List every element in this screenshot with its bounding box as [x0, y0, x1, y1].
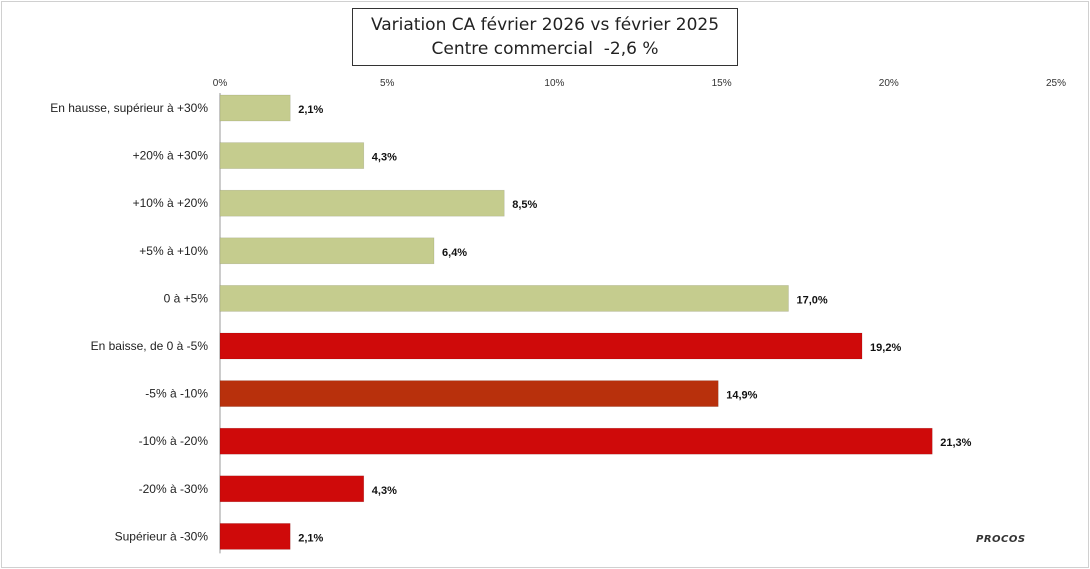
category-label: +5% à +10% [139, 244, 208, 258]
category-label: +10% à +20% [133, 196, 209, 210]
watermark-logo: PROCOS [976, 534, 1026, 545]
category-label: Supérieur à -30% [115, 529, 209, 543]
bar [219, 475, 365, 503]
bar [219, 332, 863, 360]
bar [219, 94, 291, 122]
bar-value-label: 14,9% [726, 390, 757, 402]
category-label: En hausse, supérieur à +30% [50, 101, 208, 115]
bar-value-label: 2,1% [298, 532, 323, 544]
chart-subtitle: Centre commercial -2,6 % [431, 39, 659, 59]
bar [219, 237, 435, 265]
x-tick-label: 15% [712, 78, 732, 89]
bar-value-label: 2,1% [298, 104, 323, 116]
bar [219, 285, 789, 312]
category-label: +20% à +30% [133, 149, 209, 163]
x-tick-label: 10% [544, 78, 564, 89]
bar [219, 427, 933, 455]
x-tick-label: 25% [1046, 78, 1066, 89]
bar-value-label: 4,3% [372, 152, 397, 164]
x-tick-label: 5% [380, 78, 395, 89]
bar-value-label: 4,3% [372, 485, 397, 497]
bar [219, 142, 365, 169]
x-tick-label: 20% [879, 78, 899, 89]
category-label: -20% à -30% [139, 482, 209, 496]
bar-value-label: 21,3% [940, 437, 971, 449]
category-label: -10% à -20% [139, 434, 209, 448]
bar [219, 380, 719, 407]
chart-title: Variation CA février 2026 vs février 202… [370, 15, 720, 35]
bar-value-label: 19,2% [870, 342, 901, 354]
category-label: 0 à +5% [164, 291, 209, 305]
bar [219, 189, 505, 217]
category-label: -5% à -10% [145, 387, 208, 401]
x-tick-label: 0% [213, 78, 228, 89]
bar [219, 523, 291, 550]
bar-value-label: 17,0% [796, 294, 827, 306]
bar-value-label: 8,5% [512, 199, 537, 211]
category-label: En baisse, de 0 à -5% [91, 339, 209, 353]
bar-value-label: 6,4% [442, 247, 467, 259]
chart-title-box: Variation CA février 2026 vs février 202… [352, 8, 738, 66]
